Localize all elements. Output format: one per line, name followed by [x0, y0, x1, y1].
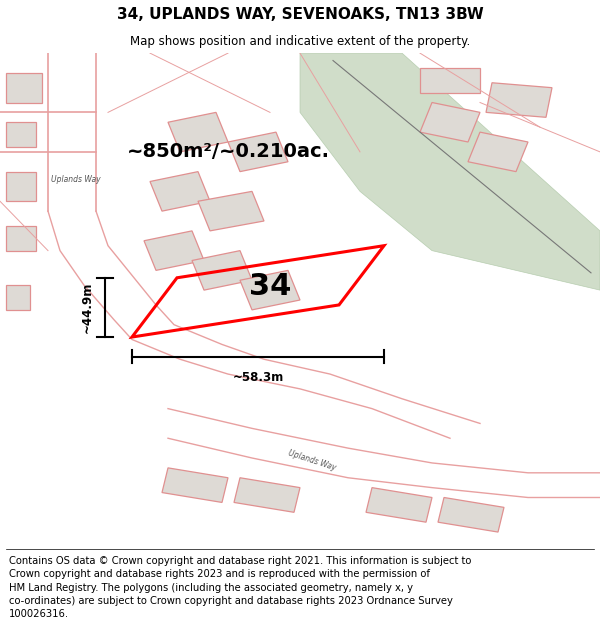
Polygon shape — [486, 82, 552, 118]
Text: ~44.9m: ~44.9m — [81, 282, 94, 333]
Polygon shape — [420, 102, 480, 142]
Text: 34, UPLANDS WAY, SEVENOAKS, TN13 3BW: 34, UPLANDS WAY, SEVENOAKS, TN13 3BW — [116, 8, 484, 22]
Polygon shape — [192, 251, 252, 290]
Text: 34: 34 — [249, 272, 291, 301]
Text: ~850m²/~0.210ac.: ~850m²/~0.210ac. — [127, 142, 329, 161]
Polygon shape — [150, 172, 210, 211]
Polygon shape — [168, 112, 228, 152]
Text: Uplands Way: Uplands Way — [51, 174, 101, 184]
Polygon shape — [6, 73, 42, 102]
Polygon shape — [366, 488, 432, 522]
Polygon shape — [6, 122, 36, 147]
Polygon shape — [144, 231, 204, 271]
Polygon shape — [234, 478, 300, 512]
Polygon shape — [300, 53, 600, 290]
Polygon shape — [198, 191, 264, 231]
Polygon shape — [240, 271, 300, 310]
Polygon shape — [438, 498, 504, 532]
Polygon shape — [6, 172, 36, 201]
Polygon shape — [228, 132, 288, 172]
Text: Contains OS data © Crown copyright and database right 2021. This information is : Contains OS data © Crown copyright and d… — [9, 556, 472, 619]
Text: ~58.3m: ~58.3m — [232, 371, 284, 384]
Polygon shape — [6, 226, 36, 251]
Polygon shape — [6, 285, 30, 310]
Polygon shape — [468, 132, 528, 172]
Text: Uplands Way: Uplands Way — [287, 449, 337, 472]
Text: Map shows position and indicative extent of the property.: Map shows position and indicative extent… — [130, 35, 470, 48]
Polygon shape — [420, 68, 480, 92]
Polygon shape — [162, 468, 228, 502]
